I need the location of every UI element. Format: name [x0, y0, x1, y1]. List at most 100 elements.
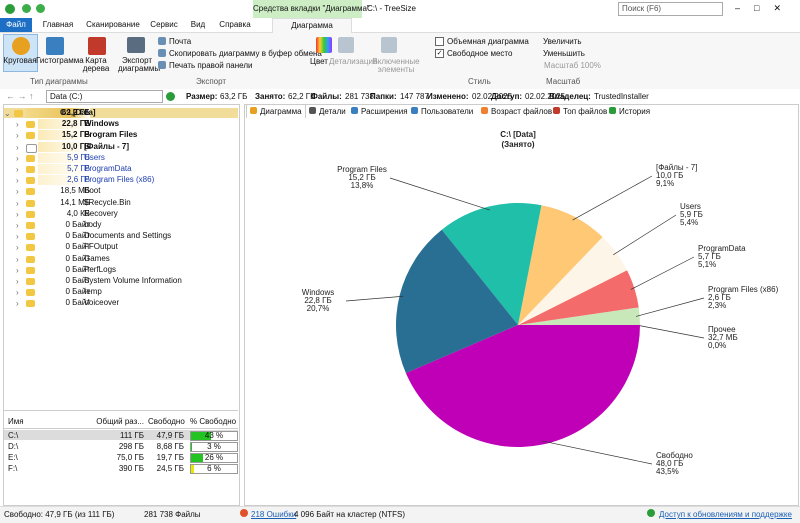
tree-size: 0 Байт: [65, 231, 90, 241]
view-tab[interactable]: Расширения: [361, 107, 408, 116]
tree-name[interactable]: Program Files (x86): [84, 175, 155, 185]
ribbon-button[interactable]: Цвет: [310, 57, 328, 66]
qat-icon: [22, 4, 31, 13]
tree-name[interactable]: Program Files: [84, 130, 138, 140]
checkbox[interactable]: [435, 37, 444, 46]
tree-name[interactable]: Games: [84, 253, 110, 263]
nav-buttons[interactable]: ← → ↑: [6, 91, 34, 101]
ribbon-tab[interactable]: Вид: [190, 20, 206, 29]
tree-name[interactable]: Voiceover: [84, 298, 120, 308]
ribbon-tab[interactable]: Сканирование: [86, 20, 140, 29]
drive-name[interactable]: E:\: [8, 453, 18, 462]
ribbon-button[interactable]: Детализация: [329, 57, 378, 66]
slice-label: Users: [680, 202, 701, 211]
icon: [26, 266, 35, 274]
ribbon-item[interactable]: Печать правой панели: [169, 61, 253, 70]
drive-free: 19,7 ГБ: [156, 453, 184, 462]
pct-label: 26 %: [204, 453, 224, 462]
view-tab[interactable]: История: [619, 107, 651, 116]
column-header[interactable]: % Свободно: [190, 417, 237, 426]
tree-name[interactable]: Users: [84, 152, 105, 162]
tree-name[interactable]: Documents and Settings: [84, 231, 172, 241]
icon: [309, 107, 316, 114]
tree-name[interactable]: Boot: [84, 186, 101, 196]
tree-size: 10,0 ГБ: [38, 141, 90, 152]
icon: [127, 37, 145, 53]
ribbon-item[interactable]: Скопировать диаграмму в буфер обмена: [169, 49, 322, 58]
info-value: 62,2 ГБ: [288, 92, 316, 101]
icon: [166, 92, 175, 101]
tree-name[interactable]: Recovery: [84, 208, 118, 218]
window-controls[interactable]: –□✕: [735, 3, 795, 13]
ribbon-button[interactable]: Карта дерева: [82, 56, 110, 73]
tree-name[interactable]: [Файлы - 7]: [84, 141, 129, 151]
tree-name[interactable]: PerfLogs: [84, 264, 117, 274]
drive-name[interactable]: F:\: [8, 464, 18, 473]
icon: [26, 233, 35, 241]
tree-size: 22,8 ГБ: [38, 119, 90, 130]
view-tab[interactable]: Диаграмма: [260, 107, 302, 116]
path-combo[interactable]: Data (C:): [46, 90, 163, 103]
drive-free: 8,68 ГБ: [156, 442, 184, 451]
column-header[interactable]: Общий раз...: [96, 417, 144, 426]
expand-arrow: ›: [16, 243, 19, 253]
tree-name[interactable]: ProgramData: [84, 164, 132, 173]
ribbon-tab[interactable]: Главная: [42, 20, 74, 29]
slice-label: ProgramData: [698, 244, 746, 253]
tree-size: 0 Байт: [65, 298, 90, 308]
slice-percent: 20,7%: [307, 304, 330, 313]
icon: [381, 37, 397, 53]
icon: [481, 107, 488, 114]
icon: [26, 132, 35, 140]
view-tab[interactable]: Детали: [319, 107, 346, 116]
ribbon-tab[interactable]: Файл: [0, 18, 32, 32]
ribbon-item[interactable]: Уменьшить: [543, 49, 585, 58]
ribbon-item[interactable]: Почта: [169, 37, 192, 46]
drive-name[interactable]: D:\: [8, 442, 19, 451]
search-box[interactable]: Поиск (F6): [618, 2, 723, 16]
view-tab[interactable]: Возраст файлов: [491, 107, 553, 116]
icon: [26, 143, 37, 153]
tree-name[interactable]: C:\ [Data]: [60, 108, 96, 117]
group-label: Экспорт: [196, 77, 227, 86]
view-tab[interactable]: Пользователи: [421, 107, 474, 116]
slice-percent: 0,0%: [708, 341, 726, 350]
drive-name[interactable]: C:\: [8, 431, 19, 440]
icon: [647, 509, 655, 517]
ribbon-tab[interactable]: Сервис: [150, 20, 178, 29]
column-header[interactable]: Свободно: [148, 417, 185, 426]
ribbon-item[interactable]: Увеличить: [543, 37, 582, 46]
pct-bar: [191, 432, 211, 440]
column-header[interactable]: Имя: [8, 417, 24, 426]
drive-total: 75,0 ГБ: [116, 453, 144, 462]
ribbon-tab[interactable]: Диаграмма: [272, 18, 352, 33]
ribbon-button[interactable]: Экспорт диаграммы: [118, 56, 161, 73]
tree-name[interactable]: FFOutput: [84, 242, 118, 252]
slice-label: Прочее: [708, 325, 736, 334]
row-selection: [4, 430, 238, 440]
tree-size: 5,7 ГБ: [38, 164, 90, 174]
ribbon-button[interactable]: Круговая: [3, 56, 37, 65]
status-link[interactable]: Доступ к обновлениям и поддержке: [659, 510, 792, 519]
status-link[interactable]: 218 Ошибки: [251, 510, 297, 519]
tree-name[interactable]: temp: [84, 287, 102, 297]
pie-slice: [518, 205, 603, 325]
chart-title: C:\ [Data]: [500, 130, 536, 139]
tree-name[interactable]: $Recycle.Bin: [84, 197, 131, 207]
ribbon-tab[interactable]: Справка: [219, 20, 251, 29]
view-tab[interactable]: Топ файлов: [563, 107, 608, 116]
slice-percent: 2,3%: [708, 301, 726, 310]
tree-name[interactable]: System Volume Information: [84, 276, 182, 285]
pct-label: 43 %: [204, 431, 224, 440]
tree-name[interactable]: body: [84, 220, 102, 229]
ribbon-button[interactable]: Гистограмма: [36, 56, 84, 65]
ribbon-button[interactable]: Включенные элементы: [372, 57, 420, 74]
icon: [250, 107, 257, 114]
status-bar: [0, 506, 800, 523]
info-key: Занято:: [255, 92, 286, 101]
icon: [26, 255, 35, 263]
tree-name[interactable]: Windows: [84, 119, 120, 129]
checkbox[interactable]: ✓: [435, 49, 444, 58]
